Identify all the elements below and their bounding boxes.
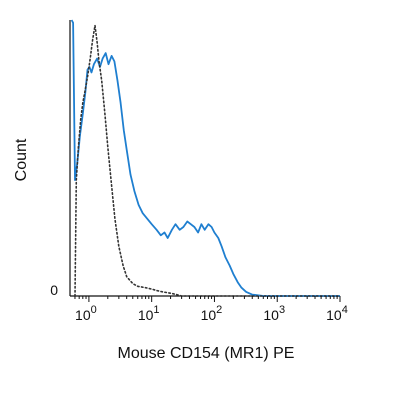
y-tick-label: 0 xyxy=(50,282,58,298)
series-layer xyxy=(70,19,341,297)
control-histogram-line xyxy=(74,24,341,297)
x-tick-label: 104 xyxy=(326,304,348,323)
x-tick-label: 101 xyxy=(138,304,160,323)
x-axis-label: Mouse CD154 (MR1) PE xyxy=(118,345,295,362)
x-tick-label: 103 xyxy=(263,304,285,323)
y-axis-label: Count xyxy=(13,138,30,181)
axis-ticks: 100 101 102 103 104 0 xyxy=(50,282,348,323)
stained-histogram-line xyxy=(70,19,340,297)
x-tick-label: 100 xyxy=(75,304,97,323)
x-tick-label: 102 xyxy=(201,304,223,323)
